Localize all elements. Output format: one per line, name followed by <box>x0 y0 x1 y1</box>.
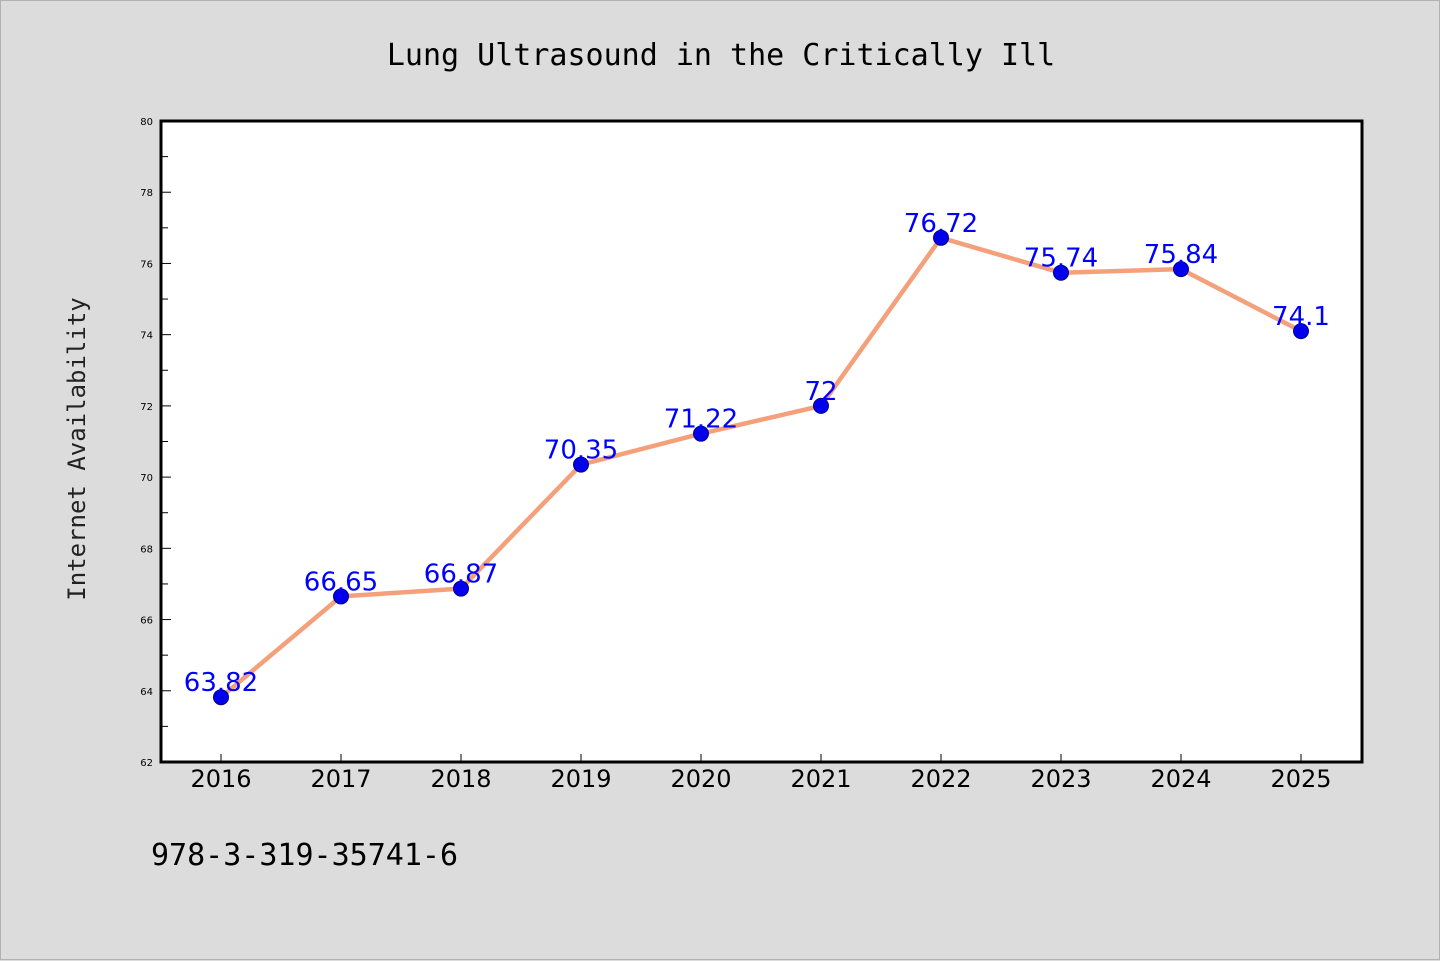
data-labels: 63.82 66.65 66.87 70.35 71.22 72 76.72 75.74 75.… <box>184 209 1330 698</box>
axis-ticks: 62 64 66 68 70 72 74 76 78 80 2016 2017 2018 2019 2020… <box>140 117 1331 793</box>
x-tick-label: 2018 <box>430 765 491 793</box>
data-label: 75.84 <box>1144 240 1218 270</box>
y-tick-label: 70 <box>140 473 153 484</box>
data-point <box>1173 261 1189 278</box>
x-tick-label: 2022 <box>910 765 971 793</box>
y-tick-label: 62 <box>140 758 153 769</box>
y-axis-label: Internet Availability <box>63 297 91 600</box>
plot-border <box>159 119 1364 764</box>
x-tick-label: 2017 <box>310 765 371 793</box>
y-tick-label: 80 <box>140 117 153 128</box>
data-point <box>1293 323 1309 340</box>
data-label: 66.87 <box>424 560 498 590</box>
data-label: 75.74 <box>1024 244 1098 274</box>
y-tick-label: 68 <box>140 544 153 555</box>
x-tick-label: 2019 <box>550 765 611 793</box>
x-tick-label: 2025 <box>1270 765 1331 793</box>
x-tick-label: 2021 <box>790 765 851 793</box>
x-tick-label: 2020 <box>670 765 731 793</box>
x-tick-label: 2016 <box>190 765 251 793</box>
data-point <box>933 229 949 246</box>
y-tick-label: 78 <box>140 188 153 199</box>
chart-title: Lung Ultrasound in the Critically Ill <box>387 38 1055 73</box>
y-tick-label: 72 <box>140 402 153 413</box>
data-label: 70.35 <box>544 436 618 466</box>
y-tick-label: 74 <box>140 331 153 342</box>
series-markers <box>213 229 1309 706</box>
data-label: 66.65 <box>304 567 378 597</box>
data-label: 72 <box>804 377 837 407</box>
y-tick-label: 64 <box>140 687 153 698</box>
data-point <box>333 588 349 605</box>
x-tick-label: 2024 <box>1150 765 1211 793</box>
data-point <box>573 456 589 473</box>
plot-area <box>161 121 1362 762</box>
data-point <box>693 425 709 442</box>
data-point <box>213 689 229 706</box>
data-point <box>453 580 469 597</box>
series-line-group <box>218 235 1304 700</box>
data-label: 71.22 <box>664 405 738 435</box>
data-label: 76.72 <box>904 209 978 239</box>
data-label: 63.82 <box>184 668 258 698</box>
data-label: 74.1 <box>1272 302 1330 332</box>
series-line <box>218 235 1304 700</box>
y-tick-label: 76 <box>140 259 153 270</box>
x-tick-label: 2023 <box>1030 765 1091 793</box>
data-point <box>813 397 829 414</box>
y-tick-label: 66 <box>140 616 153 627</box>
isbn-footer: 978-3-319-35741-6 <box>151 838 458 873</box>
data-point <box>1053 264 1069 281</box>
